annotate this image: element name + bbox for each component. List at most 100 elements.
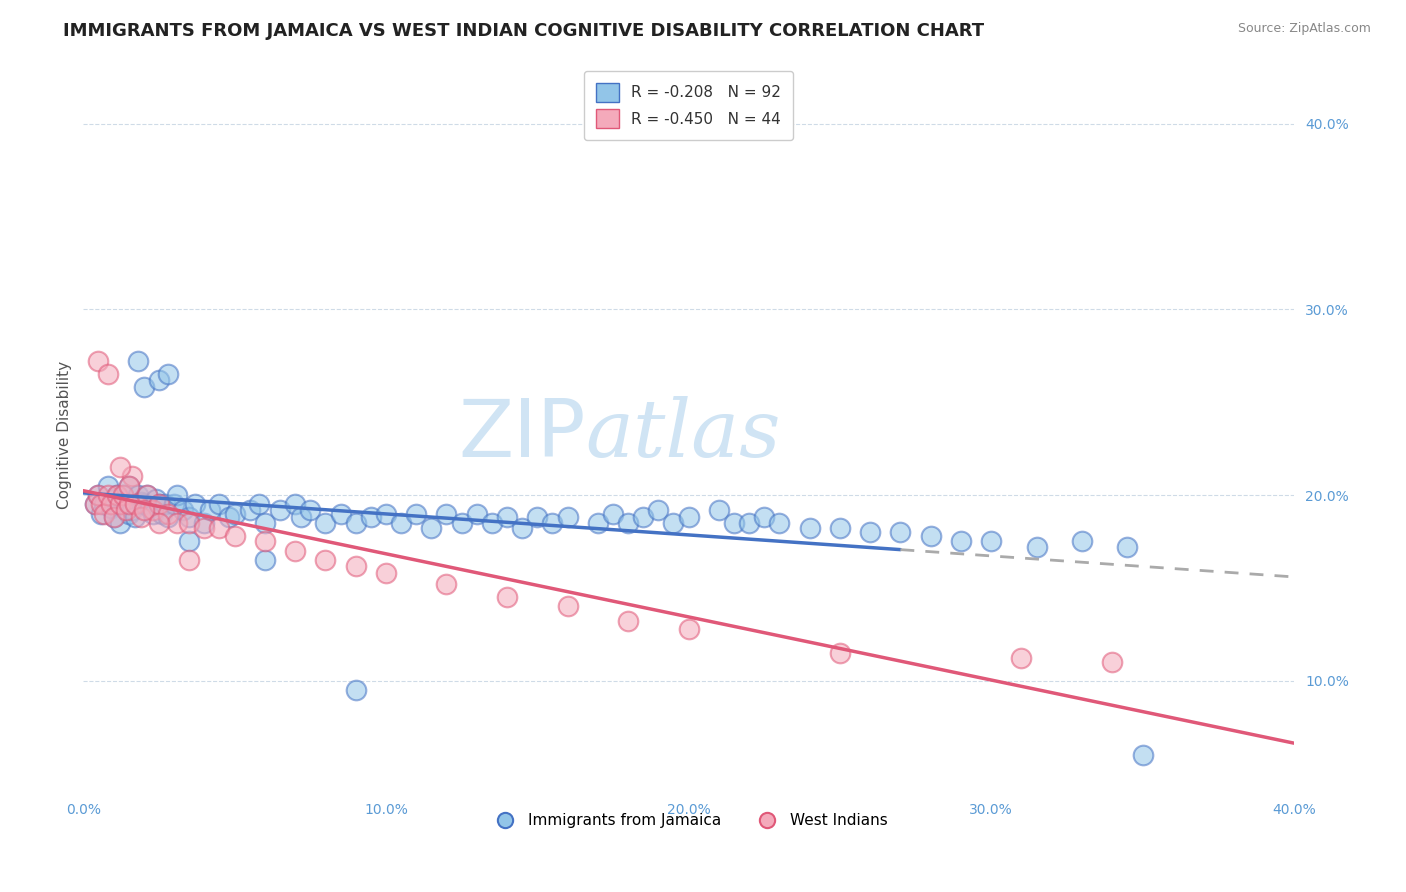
Point xyxy=(142,507,165,521)
Point xyxy=(93,507,115,521)
Point xyxy=(163,497,186,511)
Point xyxy=(103,491,125,506)
Point xyxy=(96,488,118,502)
Point xyxy=(150,507,173,521)
Point xyxy=(284,497,307,511)
Point xyxy=(127,354,149,368)
Point xyxy=(184,497,207,511)
Point xyxy=(526,510,548,524)
Point xyxy=(247,497,270,511)
Point xyxy=(90,497,112,511)
Point xyxy=(647,503,669,517)
Point xyxy=(87,488,110,502)
Point xyxy=(617,614,640,628)
Point xyxy=(496,510,519,524)
Point xyxy=(510,521,533,535)
Point xyxy=(290,510,312,524)
Point xyxy=(93,497,115,511)
Point xyxy=(179,510,201,524)
Point xyxy=(314,553,336,567)
Point xyxy=(828,646,851,660)
Point xyxy=(96,368,118,382)
Point xyxy=(436,507,458,521)
Point xyxy=(166,516,188,530)
Point xyxy=(142,503,165,517)
Point xyxy=(114,503,136,517)
Point xyxy=(799,521,821,535)
Point xyxy=(132,380,155,394)
Point xyxy=(179,516,201,530)
Point xyxy=(329,507,352,521)
Point xyxy=(496,590,519,604)
Point xyxy=(148,516,170,530)
Point xyxy=(103,510,125,524)
Point xyxy=(859,525,882,540)
Point xyxy=(617,516,640,530)
Point xyxy=(179,553,201,567)
Text: ZIP: ZIP xyxy=(458,396,586,474)
Point xyxy=(707,503,730,517)
Point xyxy=(118,507,141,521)
Point xyxy=(84,497,107,511)
Point xyxy=(111,488,134,502)
Point xyxy=(118,479,141,493)
Point xyxy=(129,495,152,509)
Point xyxy=(920,529,942,543)
Point xyxy=(314,516,336,530)
Point xyxy=(218,510,240,524)
Point xyxy=(374,507,396,521)
Legend: Immigrants from Jamaica, West Indians: Immigrants from Jamaica, West Indians xyxy=(484,807,894,834)
Point xyxy=(139,501,162,516)
Point xyxy=(374,566,396,580)
Point xyxy=(754,510,776,524)
Point xyxy=(889,525,911,540)
Point xyxy=(111,488,134,502)
Point xyxy=(949,534,972,549)
Point xyxy=(299,503,322,517)
Point xyxy=(103,510,125,524)
Point xyxy=(157,510,180,524)
Point xyxy=(224,507,246,521)
Point xyxy=(344,682,367,697)
Point xyxy=(269,503,291,517)
Point xyxy=(100,501,122,516)
Point xyxy=(420,521,443,535)
Point xyxy=(1132,747,1154,762)
Point xyxy=(157,507,180,521)
Point xyxy=(193,516,215,530)
Point xyxy=(193,521,215,535)
Point xyxy=(96,479,118,493)
Point xyxy=(121,503,143,517)
Point xyxy=(90,507,112,521)
Point xyxy=(179,534,201,549)
Point xyxy=(145,491,167,506)
Point xyxy=(631,510,654,524)
Point xyxy=(129,510,152,524)
Point xyxy=(132,497,155,511)
Point xyxy=(1116,540,1139,554)
Point xyxy=(135,488,157,502)
Text: Source: ZipAtlas.com: Source: ZipAtlas.com xyxy=(1237,22,1371,36)
Point xyxy=(105,488,128,502)
Point xyxy=(118,479,141,493)
Text: IMMIGRANTS FROM JAMAICA VS WEST INDIAN COGNITIVE DISABILITY CORRELATION CHART: IMMIGRANTS FROM JAMAICA VS WEST INDIAN C… xyxy=(63,22,984,40)
Point xyxy=(224,529,246,543)
Point xyxy=(124,497,146,511)
Point xyxy=(541,516,564,530)
Point xyxy=(87,488,110,502)
Point xyxy=(148,373,170,387)
Point xyxy=(108,497,131,511)
Point xyxy=(389,516,412,530)
Point xyxy=(208,497,231,511)
Point xyxy=(157,368,180,382)
Point xyxy=(1025,540,1047,554)
Point xyxy=(360,510,382,524)
Point xyxy=(405,507,427,521)
Point xyxy=(105,488,128,502)
Point xyxy=(135,488,157,502)
Point xyxy=(602,507,624,521)
Point xyxy=(166,488,188,502)
Point xyxy=(768,516,790,530)
Point xyxy=(84,497,107,511)
Point xyxy=(253,534,276,549)
